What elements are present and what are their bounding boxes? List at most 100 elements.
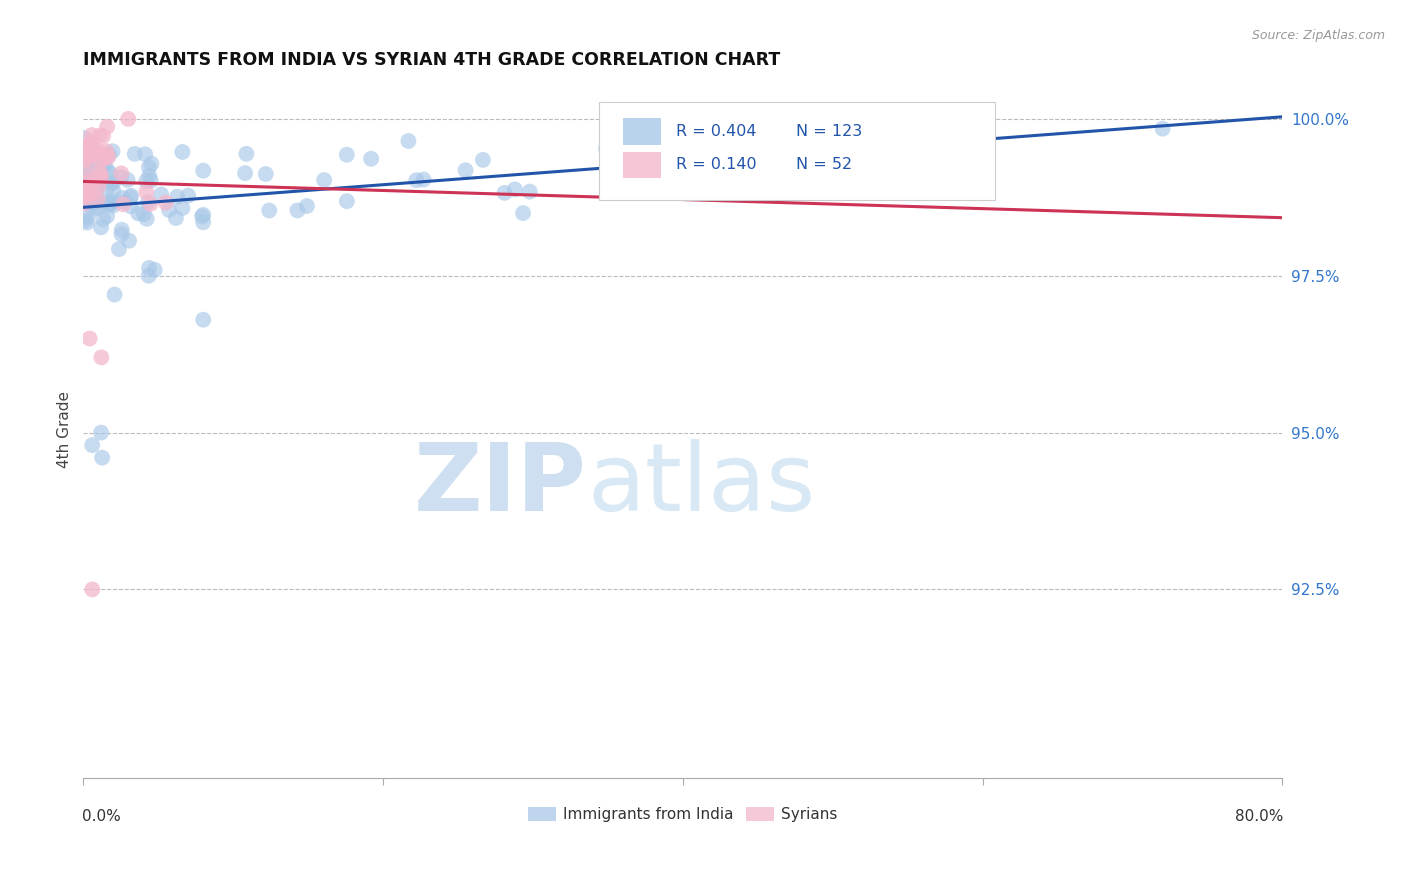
Point bbox=[82, 186, 104, 201]
Point bbox=[75, 153, 97, 167]
Point bbox=[83, 194, 105, 208]
Point bbox=[314, 173, 336, 187]
Point bbox=[100, 196, 122, 211]
Point bbox=[740, 160, 762, 174]
Point bbox=[72, 181, 94, 195]
Point bbox=[494, 186, 516, 200]
Point bbox=[97, 147, 120, 161]
Text: R = 0.404: R = 0.404 bbox=[676, 124, 756, 139]
Point bbox=[138, 169, 160, 183]
Point bbox=[96, 209, 118, 223]
Point bbox=[83, 202, 105, 216]
Point bbox=[620, 149, 643, 163]
Point bbox=[82, 582, 104, 597]
Point bbox=[76, 216, 98, 230]
Point bbox=[101, 194, 124, 209]
Point bbox=[90, 153, 112, 167]
Point bbox=[80, 135, 103, 149]
Point bbox=[93, 158, 115, 172]
Point bbox=[96, 182, 118, 196]
Point bbox=[259, 203, 281, 218]
Point bbox=[127, 206, 149, 220]
Point bbox=[75, 165, 97, 179]
Point bbox=[72, 196, 94, 211]
Point bbox=[80, 181, 103, 195]
Point bbox=[80, 128, 103, 142]
Point bbox=[193, 163, 215, 178]
Point bbox=[120, 188, 142, 202]
Point bbox=[132, 207, 155, 221]
Point bbox=[91, 129, 114, 144]
Point bbox=[97, 198, 120, 212]
Point bbox=[73, 131, 96, 145]
Point bbox=[87, 163, 110, 178]
Point bbox=[135, 174, 157, 188]
Point bbox=[135, 211, 157, 226]
Point bbox=[75, 163, 97, 178]
Point bbox=[77, 143, 100, 157]
Point bbox=[101, 145, 124, 159]
Point bbox=[117, 112, 139, 126]
Point bbox=[76, 210, 98, 224]
Point bbox=[405, 173, 427, 187]
Point bbox=[287, 203, 309, 218]
Point bbox=[254, 167, 277, 181]
Point bbox=[82, 164, 104, 178]
Text: Source: ZipAtlas.com: Source: ZipAtlas.com bbox=[1251, 29, 1385, 42]
FancyBboxPatch shape bbox=[599, 103, 994, 200]
Point bbox=[166, 190, 188, 204]
Point bbox=[90, 220, 112, 235]
Point bbox=[82, 171, 104, 186]
Point bbox=[79, 194, 101, 209]
Point bbox=[76, 139, 98, 153]
Point bbox=[96, 120, 118, 134]
Point bbox=[111, 223, 134, 237]
Point bbox=[84, 177, 107, 191]
Point bbox=[89, 128, 111, 143]
Point bbox=[868, 118, 890, 132]
Point bbox=[124, 147, 146, 161]
Point bbox=[73, 169, 96, 184]
Point bbox=[727, 141, 749, 155]
FancyBboxPatch shape bbox=[623, 119, 661, 145]
Point bbox=[295, 199, 318, 213]
Point bbox=[114, 194, 136, 209]
Point bbox=[83, 196, 105, 211]
Point bbox=[77, 148, 100, 162]
Point bbox=[76, 176, 98, 190]
Point bbox=[136, 195, 159, 210]
Point bbox=[76, 168, 98, 182]
Point bbox=[91, 160, 114, 174]
Point bbox=[412, 172, 434, 186]
Point bbox=[138, 161, 160, 175]
Point bbox=[155, 195, 177, 210]
Point bbox=[150, 187, 173, 202]
Point bbox=[73, 140, 96, 154]
Point bbox=[110, 169, 132, 184]
Point bbox=[235, 146, 257, 161]
Point bbox=[75, 171, 97, 186]
Point bbox=[76, 184, 98, 198]
Point bbox=[73, 153, 96, 168]
Point bbox=[165, 211, 187, 225]
Point bbox=[360, 152, 382, 166]
Point bbox=[79, 186, 101, 201]
Point bbox=[83, 147, 105, 161]
Point bbox=[90, 425, 112, 440]
Point bbox=[471, 153, 494, 167]
Point bbox=[97, 150, 120, 164]
Point bbox=[72, 169, 94, 184]
Point bbox=[118, 234, 141, 248]
Point bbox=[111, 191, 134, 205]
Point bbox=[76, 186, 98, 201]
Point bbox=[112, 197, 135, 211]
Point bbox=[90, 170, 112, 185]
Point bbox=[503, 182, 526, 196]
Point bbox=[76, 138, 98, 153]
Point bbox=[84, 179, 107, 194]
Point bbox=[595, 142, 617, 156]
Point bbox=[75, 149, 97, 163]
Text: 0.0%: 0.0% bbox=[82, 809, 121, 824]
Point bbox=[94, 148, 117, 162]
Point bbox=[82, 174, 104, 188]
